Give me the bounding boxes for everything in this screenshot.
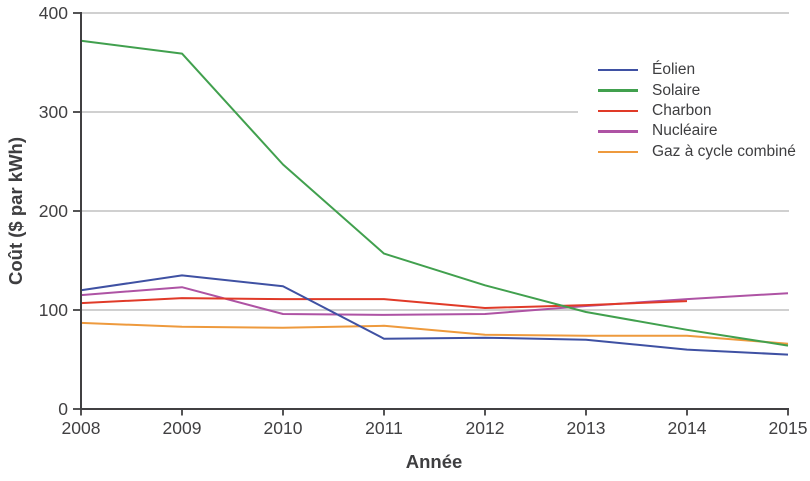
series-line-gaz <box>80 321 789 345</box>
legend-entry-nucleaire: Nucléaire <box>598 121 810 141</box>
eolien-line-swatch <box>598 69 638 72</box>
y-tick-label-300: 300 <box>39 102 68 122</box>
legend-label: Nucléaire <box>652 122 718 140</box>
legend-label: Charbon <box>652 101 712 119</box>
x-tick-label-2013: 2013 <box>567 418 606 438</box>
x-tick-label-2009: 2009 <box>163 418 202 438</box>
x-tick-label-2014: 2014 <box>668 418 707 438</box>
y-tick-label-100: 100 <box>39 300 68 320</box>
legend-label: Éolien <box>652 61 696 79</box>
x-tick-label-2008: 2008 <box>62 418 101 438</box>
gaz-line-swatch <box>598 150 638 153</box>
x-tick-label-2010: 2010 <box>264 418 303 438</box>
solaire-line-swatch <box>598 89 638 92</box>
series-line-eolien <box>80 274 789 356</box>
x-tick-label-2015: 2015 <box>769 418 808 438</box>
nucleaire-line-swatch <box>598 130 638 133</box>
x-axis-label: Année <box>405 451 463 472</box>
y-axis-label: Coût ($ par kWh) <box>5 137 26 285</box>
legend-label: Gaz à cycle combiné <box>652 142 796 160</box>
legend-entry-charbon: Charbon <box>598 101 810 121</box>
charbon-line-swatch <box>598 109 638 113</box>
x-tick-label-2012: 2012 <box>466 418 505 438</box>
y-tick-label-0: 0 <box>58 399 68 419</box>
series-line-solaire <box>80 39 789 347</box>
y-tick-label-200: 200 <box>39 201 68 221</box>
legend: Éolien Solaire Charbon Nucléaire Gaz à c… <box>578 57 810 166</box>
legend-entry-gaz: Gaz à cycle combiné <box>598 142 810 162</box>
legend-entry-eolien: Éolien <box>598 60 810 80</box>
x-tick-label-2011: 2011 <box>365 418 403 438</box>
legend-label: Solaire <box>652 81 701 99</box>
series-line-nucleaire <box>80 286 789 316</box>
series-line-charbon <box>80 297 688 309</box>
legend-entry-solaire: Solaire <box>598 80 810 100</box>
y-tick-label-400: 400 <box>39 3 68 23</box>
